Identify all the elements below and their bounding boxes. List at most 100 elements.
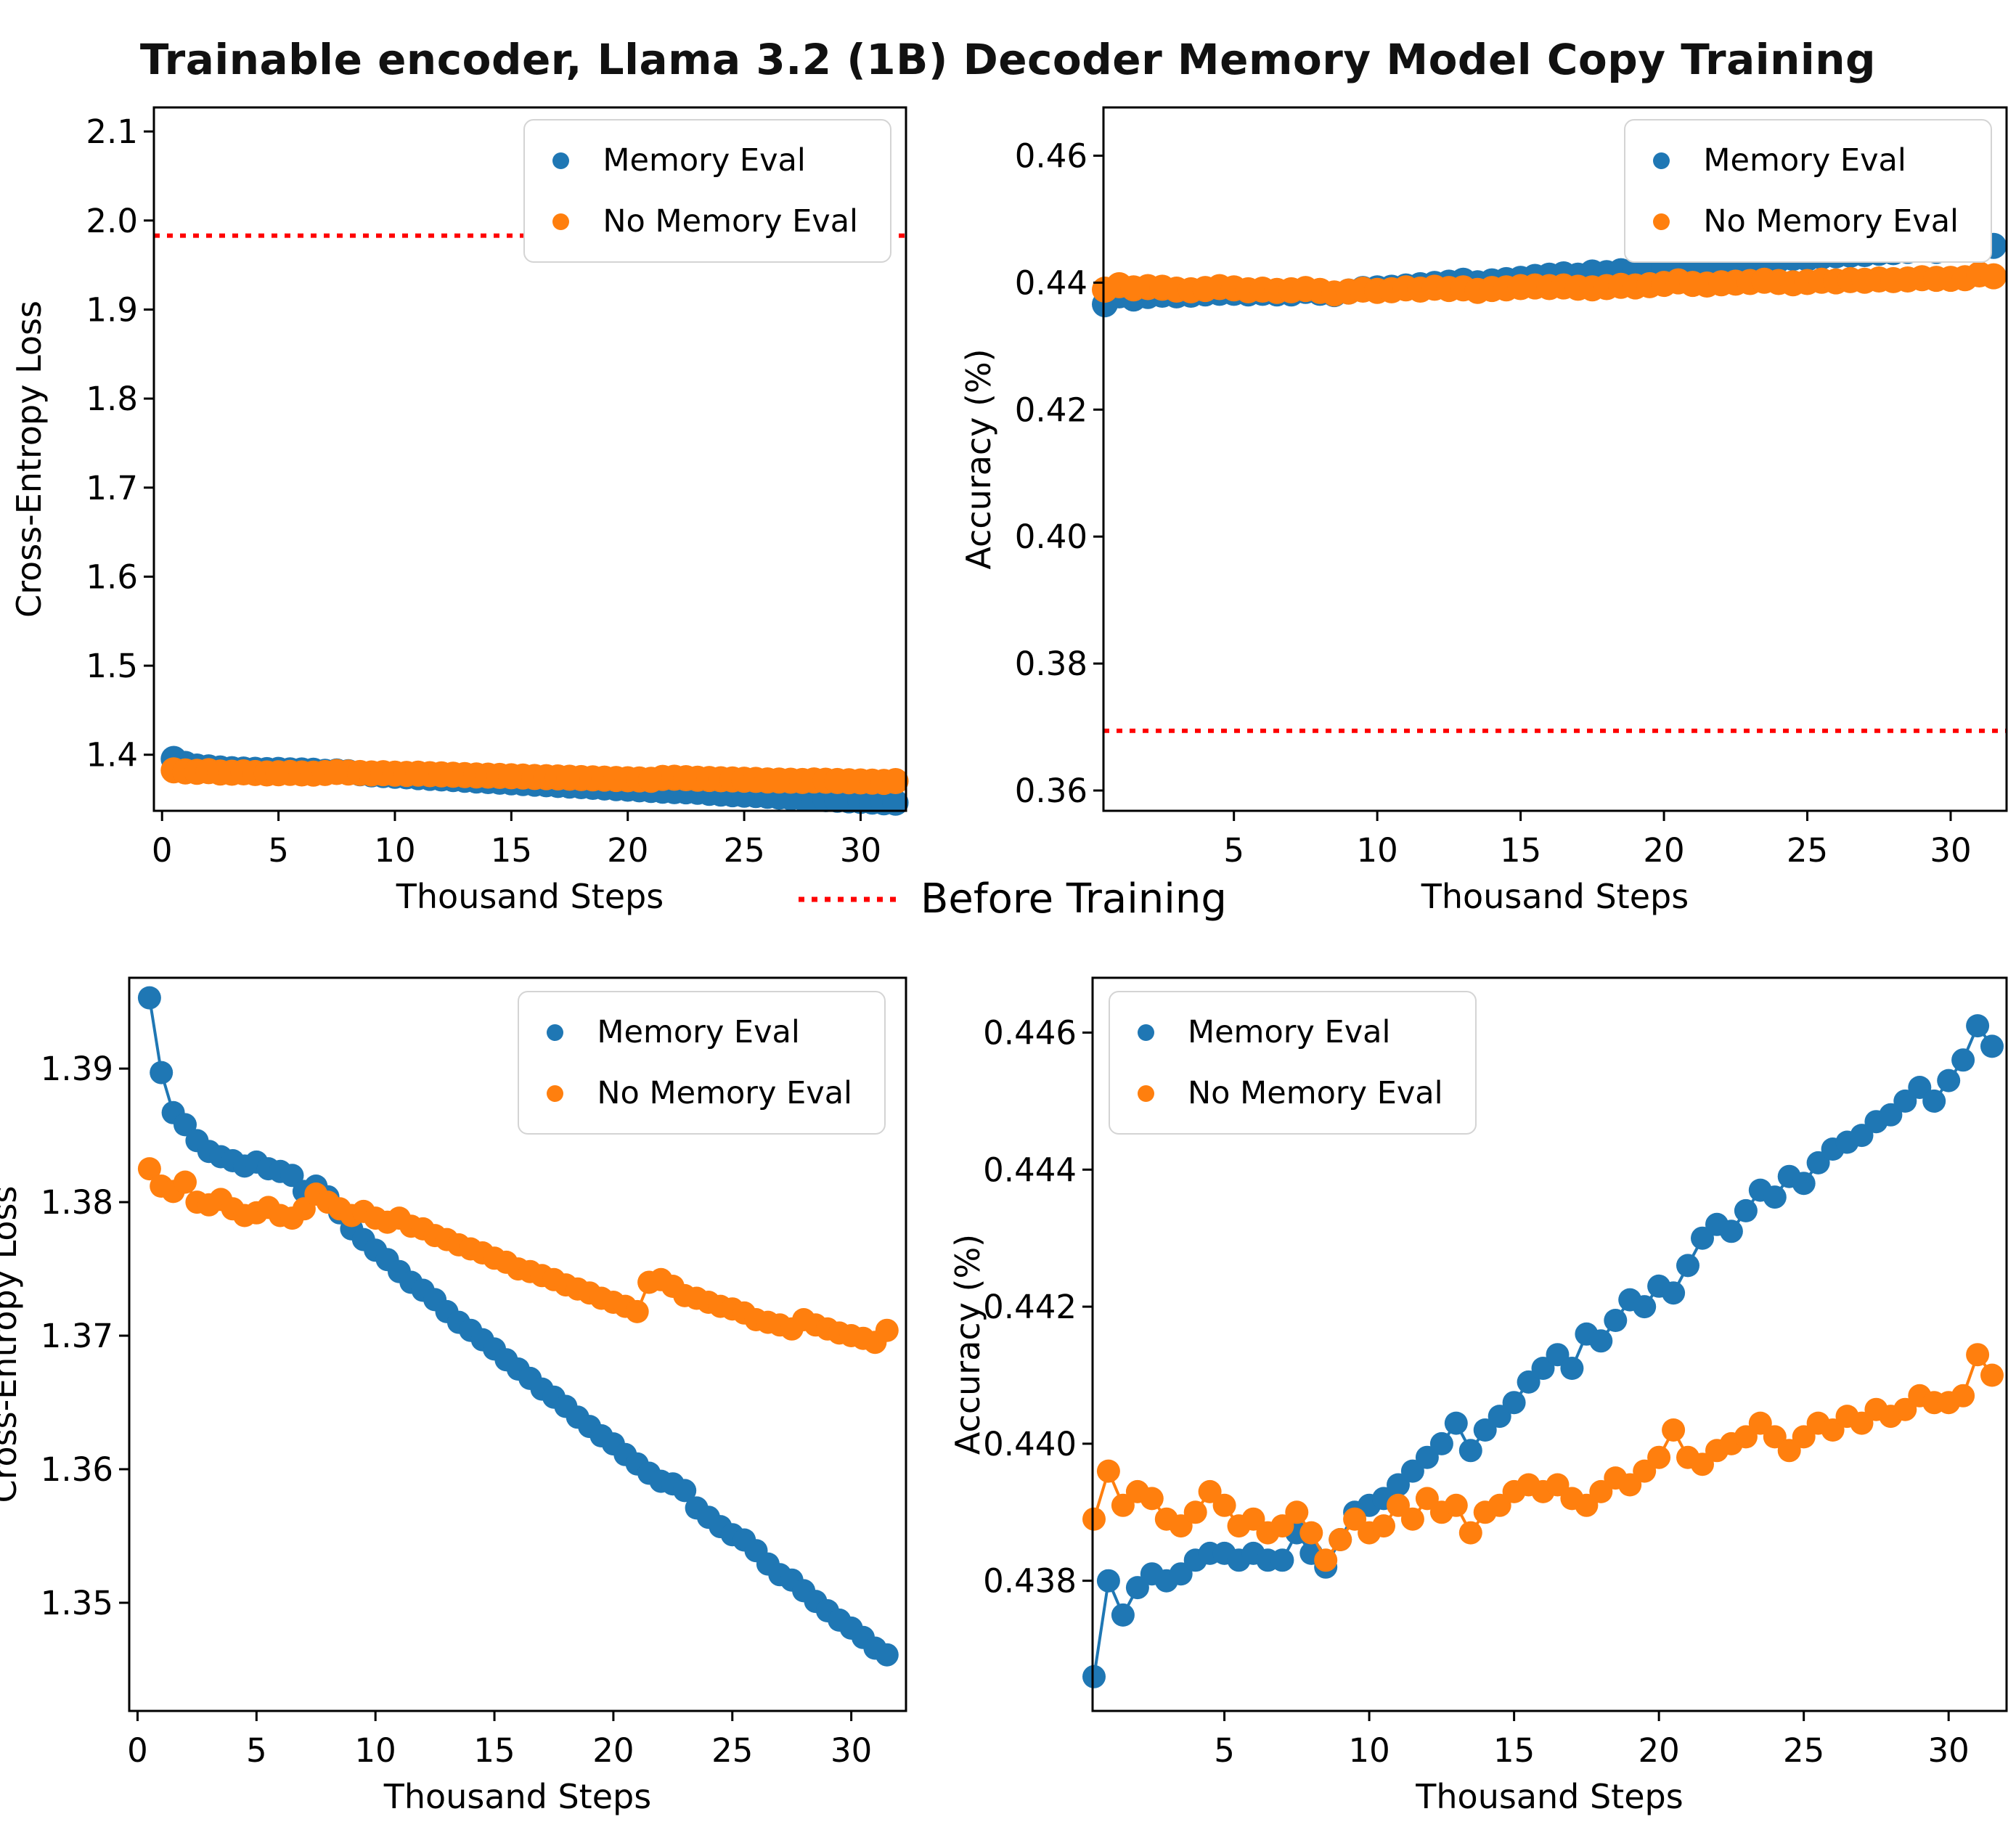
y-axis-label: Accuracy (%): [959, 348, 998, 569]
legend-before-training: Before Training: [797, 875, 1227, 923]
x-tick-label: 30: [1928, 1731, 1970, 1770]
y-axis-label: Cross-Entropy Loss: [9, 301, 49, 618]
memory-eval-dot-icon: [1138, 1024, 1154, 1041]
x-tick-label: 10: [1357, 831, 1398, 870]
x-axis-label: Thousand Steps: [1421, 877, 1689, 916]
y-tick-label: 0.42: [1015, 391, 1087, 429]
legend-loss-zoom: Memory Eval No Memory Eval: [518, 991, 886, 1135]
y-tick-label: 1.37: [41, 1317, 113, 1355]
y-tick-label: 0.446: [983, 1014, 1077, 1053]
x-tick-label: 5: [1214, 1731, 1235, 1770]
x-axis-label: Thousand Steps: [396, 877, 664, 916]
y-axis: 1.35 1.36 1.37 1.38 1.39 Cross-Entropy Loss: [0, 1050, 129, 1622]
y-tick-label: 1.8: [86, 380, 138, 418]
x-tick-label: 10: [355, 1731, 396, 1770]
y-axis-label: Accuracy (%): [948, 1234, 987, 1455]
legend-label-no-memory-eval: No Memory Eval: [1703, 203, 1959, 240]
x-tick-label: 15: [491, 831, 532, 870]
x-tick-label: 20: [592, 1731, 634, 1770]
legend-item-no-memory-eval: No Memory Eval: [547, 1075, 852, 1111]
y-tick-label: 1.38: [41, 1183, 113, 1222]
y-tick-label: 1.5: [86, 647, 138, 685]
x-tick-label: 20: [1638, 1731, 1680, 1770]
series-markers: [1082, 1014, 2004, 1688]
y-tick-label: 1.35: [41, 1584, 113, 1622]
y-tick-label: 0.440: [983, 1425, 1077, 1463]
y-axis: 0.36 0.38 0.40 0.42 0.44 0.46 Accuracy (%): [959, 136, 1103, 810]
y-tick-label: 1.9: [86, 290, 138, 329]
legend-item-no-memory-eval: No Memory Eval: [1653, 203, 1959, 240]
x-tick-label: 0: [127, 1731, 148, 1770]
y-tick-label: 1.36: [41, 1450, 113, 1489]
y-tick-label: 1.4: [86, 736, 138, 775]
x-tick-label: 30: [831, 1731, 872, 1770]
y-tick-label: 0.38: [1015, 645, 1087, 683]
x-axis: 5 10 15 20 25 30 Thousand Steps: [1214, 1711, 1970, 1816]
y-tick-label: 1.6: [86, 557, 138, 596]
no-memory-eval-dot-icon: [1138, 1084, 1154, 1102]
series-acc_no_memory: [1082, 1343, 2004, 1572]
plot-spines: [1102, 106, 2008, 812]
page-title: Trainable encoder, Llama 3.2 (1B) Decode…: [139, 35, 1877, 84]
x-tick-label: 15: [1493, 1731, 1535, 1770]
x-axis-label: Thousand Steps: [383, 1777, 651, 1816]
x-tick-label: 5: [1223, 831, 1244, 870]
legend-loss-full: Memory Eval No Memory Eval: [523, 119, 891, 263]
subplot-acc-zoom: 5 10 15 20 25 30 Thousand Steps 0.438 0.440 0.442…: [948, 976, 2008, 1816]
legend-label-before-training: Before Training: [921, 875, 1227, 923]
y-tick-label: 0.46: [1015, 136, 1087, 175]
legend-label-memory-eval: Memory Eval: [1188, 1014, 1391, 1050]
memory-eval-dot-icon: [552, 152, 570, 169]
memory-eval-dot-icon: [1653, 152, 1670, 169]
y-tick-label: 2.1: [86, 113, 138, 151]
series-acc_memory: [1082, 1014, 2004, 1688]
plot-spines: [1091, 976, 2008, 1712]
y-tick-label: 1.39: [41, 1050, 113, 1088]
x-tick-label: 15: [1500, 831, 1541, 870]
x-tick-label: 0: [152, 831, 173, 870]
legend-item-memory-eval: Memory Eval: [552, 142, 858, 179]
x-tick-label: 5: [268, 831, 289, 870]
x-tick-label: 30: [840, 831, 881, 870]
legend-label-no-memory-eval: No Memory Eval: [597, 1075, 852, 1111]
y-tick-label: 0.438: [983, 1562, 1077, 1601]
x-tick-label: 30: [1930, 831, 1971, 870]
legend-item-memory-eval: Memory Eval: [547, 1014, 852, 1050]
legend-item-no-memory-eval: No Memory Eval: [1138, 1075, 1443, 1111]
series-markers: [1082, 1343, 2004, 1572]
y-tick-label: 1.7: [86, 469, 138, 507]
series-markers: [160, 757, 909, 796]
legend-label-no-memory-eval: No Memory Eval: [1188, 1075, 1443, 1111]
y-tick-label: 0.442: [983, 1288, 1077, 1326]
x-axis: 5 10 15 20 25 30 Thousand Steps: [1223, 811, 1972, 916]
series-markers: [137, 1157, 899, 1355]
plot-spines: [152, 106, 907, 812]
y-tick-label: 0.36: [1015, 772, 1087, 810]
legend-label-memory-eval: Memory Eval: [597, 1014, 800, 1050]
x-axis-label: Thousand Steps: [1415, 1777, 1683, 1816]
x-tick-label: 5: [246, 1731, 267, 1770]
legend-label-no-memory-eval: No Memory Eval: [603, 203, 858, 240]
x-tick-label: 10: [374, 831, 415, 870]
series-loss_no_memory: [137, 1157, 899, 1355]
series-markers: [1092, 261, 2007, 307]
no-memory-eval-dot-icon: [1653, 213, 1670, 230]
x-tick-label: 15: [473, 1731, 515, 1770]
y-axis-label: Cross-Entropy Loss: [0, 1186, 24, 1503]
y-axis: 1.4 1.5 1.6 1.7 1.8 1.9 2.0 2.1 Cross-Entropy Lo…: [9, 113, 154, 775]
x-tick-label: 25: [1787, 831, 1828, 870]
y-tick-label: 0.444: [983, 1151, 1077, 1189]
x-tick-label: 25: [1783, 1731, 1824, 1770]
x-tick-label: 25: [723, 831, 764, 870]
no-memory-eval-dot-icon: [552, 213, 570, 230]
legend-item-memory-eval: Memory Eval: [1138, 1014, 1443, 1050]
legend-item-memory-eval: Memory Eval: [1653, 142, 1959, 179]
x-tick-label: 10: [1348, 1731, 1389, 1770]
series-loss_no_memory: [160, 757, 909, 796]
no-memory-eval-dot-icon: [547, 1084, 564, 1102]
series-acc_no_memory: [1092, 261, 2007, 307]
memory-eval-dot-icon: [547, 1024, 564, 1041]
